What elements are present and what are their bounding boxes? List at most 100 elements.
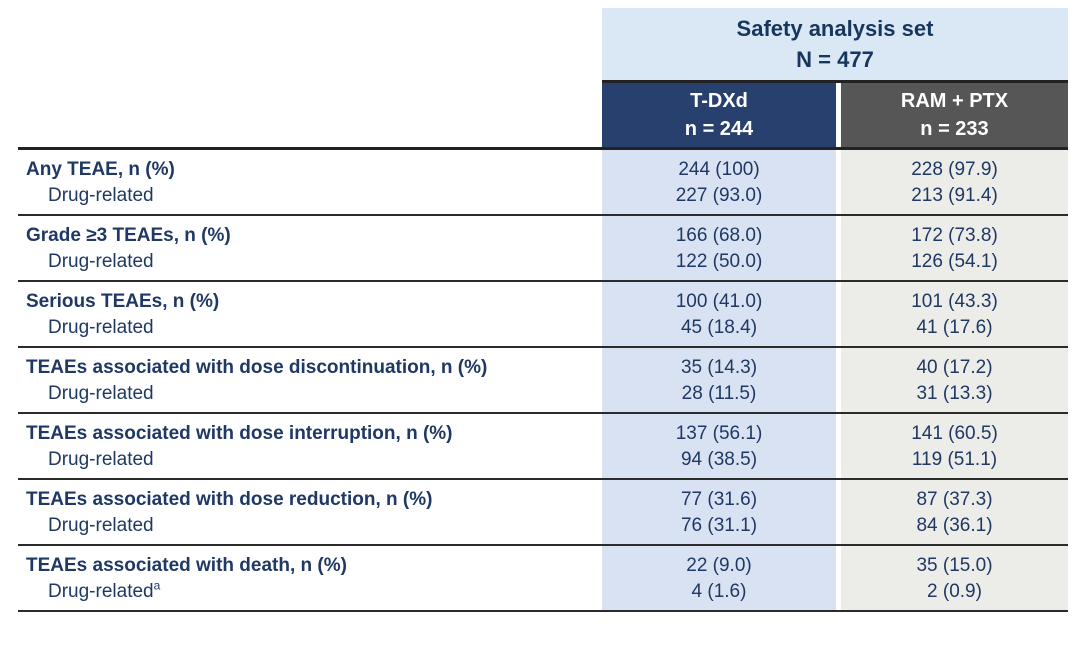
value-main: 166 (68.0) [675, 225, 763, 246]
value-sub: 28 (11.5) [681, 383, 757, 404]
column-gap [836, 414, 841, 478]
value-sub: 31 (13.3) [916, 383, 993, 404]
tdxd-value-cell: 22 (9.0) 4 (1.6) [602, 546, 836, 610]
value-sub: 2 (0.9) [927, 581, 982, 602]
column-gap [836, 546, 841, 610]
safety-analysis-banner: Safety analysis set N = 477 [602, 8, 1068, 80]
row-label: Serious TEAEs, n (%) [26, 291, 220, 312]
ram-value-cell: 141 (60.5) 119 (51.1) [841, 414, 1068, 478]
value-sub: 4 (1.6) [691, 581, 747, 602]
row-label-cell: TEAEs associated with dose interruption,… [18, 414, 602, 478]
banner-left-spacer [18, 8, 602, 80]
table-row-serious-teaes: Serious TEAEs, n (%) Drug-related 100 (4… [18, 282, 1068, 348]
value-main: 22 (9.0) [686, 555, 752, 576]
value-sub: 45 (18.4) [680, 317, 758, 338]
tdxd-value-cell: 166 (68.0) 122 (50.0) [602, 216, 836, 280]
row-label: TEAEs associated with death, n (%) [26, 555, 347, 576]
row-sub-label: Drug-related [18, 315, 602, 341]
value-main: 228 (97.9) [911, 159, 998, 180]
value-sub: 76 (31.1) [680, 515, 758, 536]
table-row-dose-discontinuation: TEAEs associated with dose discontinuati… [18, 348, 1068, 414]
footnote-marker: a [153, 578, 161, 593]
sub-label-text: Drug-related [48, 581, 154, 602]
tdxd-value-cell: 77 (31.6) 76 (31.1) [602, 480, 836, 544]
table-row-dose-interruption: TEAEs associated with dose interruption,… [18, 414, 1068, 480]
ram-value-cell: 35 (15.0) 2 (0.9) [841, 546, 1068, 610]
sub-label-text: Drug-related [48, 251, 154, 272]
ram-value-cell: 101 (43.3) 41 (17.6) [841, 282, 1068, 346]
banner-row: Safety analysis set N = 477 [18, 8, 1068, 80]
value-main: 100 (41.0) [675, 291, 763, 312]
colhead-left-spacer [18, 80, 602, 147]
tdxd-value-cell: 137 (56.1) 94 (38.5) [602, 414, 836, 478]
column-header-row: T-DXd n = 244 RAM + PTX n = 233 [18, 80, 1068, 147]
tdxd-value-cell: 35 (14.3) 28 (11.5) [602, 348, 836, 412]
value-sub: 122 (50.0) [675, 251, 763, 272]
tdxd-name: T-DXd [690, 90, 748, 112]
sub-label-text: Drug-related [48, 449, 154, 470]
tdxd-value-cell: 244 (100) 227 (93.0) [602, 150, 836, 214]
tdxd-n: n = 244 [684, 118, 754, 140]
table-row-any-teae: Any TEAE, n (%) Drug-related 244 (100) 2… [18, 150, 1068, 216]
table-body: Any TEAE, n (%) Drug-related 244 (100) 2… [18, 147, 1068, 612]
column-gap [836, 282, 841, 346]
value-sub: 213 (91.4) [911, 185, 998, 206]
ram-name: RAM + PTX [900, 90, 1009, 112]
sub-label-text: Drug-related [48, 317, 154, 338]
table-row-grade3-teaes: Grade ≥3 TEAEs, n (%) Drug-related 166 (… [18, 216, 1068, 282]
value-main: 35 (15.0) [916, 555, 993, 576]
row-label-cell: Grade ≥3 TEAEs, n (%) Drug-related [18, 216, 602, 280]
value-main: 244 (100) [678, 159, 760, 180]
row-sub-label: Drug-related [18, 249, 602, 275]
column-gap [836, 216, 841, 280]
row-sub-label: Drug-related [18, 381, 602, 407]
row-sub-label: Drug-relateda [18, 579, 602, 605]
row-label: TEAEs associated with dose discontinuati… [26, 357, 488, 378]
value-main: 35 (14.3) [680, 357, 758, 378]
value-main: 101 (43.3) [911, 291, 998, 312]
value-sub: 126 (54.1) [911, 251, 998, 272]
table-row-dose-reduction: TEAEs associated with dose reduction, n … [18, 480, 1068, 546]
ram-value-cell: 87 (37.3) 84 (36.1) [841, 480, 1068, 544]
row-label: Any TEAE, n (%) [26, 159, 175, 180]
sub-label-text: Drug-related [48, 515, 154, 536]
sub-label-text: Drug-related [48, 383, 154, 404]
ram-n: n = 233 [920, 118, 989, 140]
value-main: 141 (60.5) [911, 423, 998, 444]
row-label-cell: TEAEs associated with dose discontinuati… [18, 348, 602, 412]
table-row-death: TEAEs associated with death, n (%) Drug-… [18, 546, 1068, 612]
value-main: 77 (31.6) [680, 489, 758, 510]
row-label-cell: TEAEs associated with dose reduction, n … [18, 480, 602, 544]
banner-n: N = 477 [796, 47, 874, 72]
ram-value-cell: 228 (97.9) 213 (91.4) [841, 150, 1068, 214]
row-label-cell: Serious TEAEs, n (%) Drug-related [18, 282, 602, 346]
row-sub-label: Drug-related [18, 183, 602, 209]
value-sub: 119 (51.1) [911, 449, 998, 470]
ram-value-cell: 40 (17.2) 31 (13.3) [841, 348, 1068, 412]
column-gap [836, 83, 841, 147]
row-label: TEAEs associated with dose reduction, n … [26, 489, 433, 510]
value-main: 87 (37.3) [916, 489, 993, 510]
column-gap [836, 480, 841, 544]
column-headers: T-DXd n = 244 RAM + PTX n = 233 [602, 80, 1068, 147]
value-sub: 84 (36.1) [916, 515, 993, 536]
row-label-cell: TEAEs associated with death, n (%) Drug-… [18, 546, 602, 610]
tdxd-value-cell: 100 (41.0) 45 (18.4) [602, 282, 836, 346]
value-main: 137 (56.1) [675, 423, 763, 444]
value-sub: 94 (38.5) [680, 449, 758, 470]
column-header-tdxd: T-DXd n = 244 [602, 83, 836, 147]
column-header-ram: RAM + PTX n = 233 [841, 83, 1068, 147]
value-main: 172 (73.8) [911, 225, 998, 246]
column-gap [836, 348, 841, 412]
row-sub-label: Drug-related [18, 513, 602, 539]
value-sub: 227 (93.0) [675, 185, 763, 206]
ram-value-cell: 172 (73.8) 126 (54.1) [841, 216, 1068, 280]
banner-title: Safety analysis set [736, 16, 934, 41]
row-label: Grade ≥3 TEAEs, n (%) [26, 225, 231, 246]
sub-label-text: Drug-related [48, 185, 154, 206]
row-sub-label: Drug-related [18, 447, 602, 473]
value-main: 40 (17.2) [916, 357, 993, 378]
column-gap [836, 150, 841, 214]
row-label-cell: Any TEAE, n (%) Drug-related [18, 150, 602, 214]
